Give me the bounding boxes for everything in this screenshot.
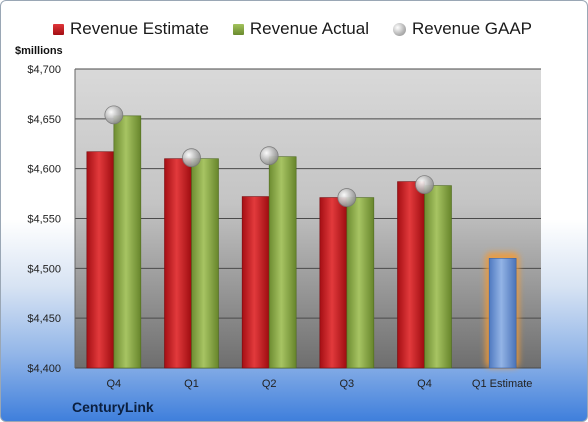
legend-label-estimate: Revenue Estimate xyxy=(70,19,209,38)
y-tick-label: $4,700 xyxy=(27,64,61,76)
bar-revenue-actual xyxy=(268,156,297,369)
bar-revenue-estimate xyxy=(319,197,348,369)
legend-item-revenue-actual: Revenue Actual xyxy=(232,19,369,39)
marker-revenue-gaap xyxy=(104,105,124,125)
gridlines xyxy=(74,68,541,369)
bar-revenue-actual xyxy=(191,158,219,369)
legend-label-actual: Revenue Actual xyxy=(249,19,369,38)
legend-label-gaap: Revenue GAAP xyxy=(412,19,533,38)
bar-q1-estimate xyxy=(488,258,517,369)
y-tick-label: $4,500 xyxy=(27,263,61,275)
y-tick-label: $4,400 xyxy=(27,363,61,375)
bars xyxy=(86,105,520,369)
bar-revenue-actual xyxy=(424,185,452,369)
bar-revenue-actual xyxy=(346,197,375,369)
y-axis-ticks: $4,700 $4,650 $4,600 $4,550 $4,500 $4,450 $4,4… xyxy=(27,64,61,375)
company-name: CenturyLink xyxy=(72,399,154,415)
x-tick-label: Q4 xyxy=(417,378,432,390)
y-tick-label: $4,600 xyxy=(27,164,61,176)
marker-revenue-gaap xyxy=(259,146,279,166)
y-tick-label: $4,650 xyxy=(27,114,61,126)
bar-revenue-estimate xyxy=(397,181,425,369)
legend-swatch-estimate xyxy=(53,23,64,35)
marker-revenue-gaap xyxy=(182,148,201,168)
y-tick-label: $4,550 xyxy=(27,214,61,226)
x-tick-label: Q4 xyxy=(106,378,121,390)
x-tick-label: Q1 Estimate xyxy=(472,378,533,390)
x-axis-ticks: Q4 Q1 Q2 Q3 Q4 Q1 Estimate xyxy=(106,378,532,390)
x-tick-label: Q1 xyxy=(184,378,199,390)
marker-revenue-gaap xyxy=(337,188,357,207)
legend-marker-gaap xyxy=(393,22,406,36)
bar-revenue-actual xyxy=(113,115,142,369)
bar-revenue-estimate xyxy=(164,158,192,369)
bar-revenue-estimate xyxy=(86,151,115,369)
bar-revenue-estimate xyxy=(241,196,270,369)
legend-item-revenue-gaap: Revenue GAAP xyxy=(393,19,532,39)
legend: Revenue Estimate Revenue Actual Revenue … xyxy=(53,18,532,40)
y-tick-label: $4,450 xyxy=(27,313,61,325)
legend-item-revenue-estimate: Revenue Estimate xyxy=(53,19,209,39)
x-tick-label: Q3 xyxy=(339,378,354,390)
marker-revenue-gaap xyxy=(415,175,434,195)
x-tick-label: Q2 xyxy=(262,378,277,390)
y-axis-unit-label: $millions xyxy=(15,45,63,57)
legend-swatch-actual xyxy=(232,23,244,35)
